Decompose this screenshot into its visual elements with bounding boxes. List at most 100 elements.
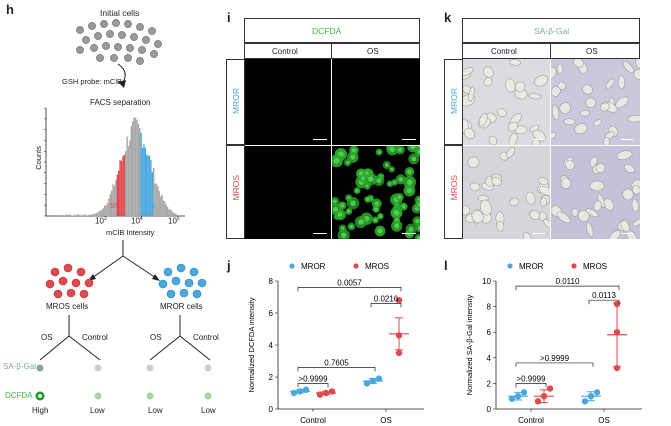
histogram-bar (134, 117, 137, 216)
histogram-bar (78, 215, 81, 216)
brightfield-cell (599, 102, 610, 112)
data-point (363, 380, 371, 387)
data-point (534, 398, 542, 405)
data-point (613, 364, 621, 372)
mros-cell (66, 288, 76, 298)
brightfield-cell (633, 68, 640, 80)
histogram-bar (123, 154, 125, 216)
histogram-bar (139, 128, 141, 216)
sagal-dot (94, 364, 102, 372)
initial-cell (88, 22, 96, 30)
histogram-bar (126, 136, 128, 216)
brightfield-cell (551, 132, 557, 140)
significance-bracket (297, 367, 376, 372)
histogram-bar (106, 202, 109, 216)
data-point (540, 393, 548, 400)
dcfda-col-control: Control (272, 47, 298, 56)
legend-label: MROS (365, 262, 389, 271)
initial-cell (90, 44, 98, 52)
brightfield-cell (463, 67, 474, 77)
mror-cell (166, 289, 176, 299)
histogram-bar (92, 214, 95, 216)
dcfda-mros-control-image (245, 146, 331, 239)
result-dots (35, 364, 212, 401)
data-point (546, 385, 554, 392)
p-value-label: >0.9999 (540, 354, 570, 363)
mros-cells-label: MROS cells (46, 302, 89, 311)
brightfield-cell (508, 132, 518, 145)
data-point (395, 332, 403, 339)
brightfield-cell (538, 186, 550, 196)
brightfield-cell (615, 96, 629, 109)
brightfield-cell (556, 211, 571, 224)
initial-cell (136, 57, 144, 65)
x-tick-label: OS (598, 416, 610, 425)
mror-cells-label: MROR cells (160, 302, 203, 311)
legend-label: MROR (519, 262, 544, 271)
histogram-bar (102, 208, 104, 216)
mror-cell (163, 267, 173, 277)
data-point (395, 297, 403, 304)
brightfield-cell (523, 232, 533, 239)
brightfield-cell (574, 123, 588, 134)
histogram-bar (154, 183, 156, 216)
brightfield-cell (620, 220, 630, 233)
mror-cell (171, 276, 181, 286)
initial-cell (130, 33, 138, 41)
brightfield-cell (468, 86, 475, 102)
histogram-bar (144, 147, 146, 216)
split-arrows (91, 240, 157, 279)
mros-cell (53, 289, 63, 299)
histogram-bar (122, 156, 124, 216)
data-point (369, 377, 377, 385)
initial-cell (154, 40, 162, 48)
data-point (613, 329, 621, 336)
histogram-bar (175, 213, 177, 216)
sagal-mror-os-image (551, 59, 640, 145)
histogram-bar (108, 198, 110, 216)
panel-label-j: j (227, 258, 231, 273)
brightfield-cell (551, 104, 560, 121)
histogram-bar (116, 174, 118, 216)
histogram-x-tick-3: 105 (168, 216, 180, 226)
histogram-bar (115, 180, 117, 216)
panel-label-h: h (6, 2, 14, 17)
histogram-bar (118, 170, 120, 216)
mror-cell (197, 278, 207, 288)
histogram-bar (77, 214, 79, 216)
brightfield-cell (560, 177, 571, 190)
data-point (322, 389, 330, 397)
facs-label: FACS separation (90, 98, 151, 107)
brightfield-cell (463, 127, 476, 140)
brightfield-cell (463, 205, 471, 216)
brightfield-cell (571, 207, 579, 217)
mros-cell (58, 276, 68, 286)
legend-marker (507, 263, 513, 269)
brightfield-cell (632, 218, 640, 227)
initial-cell (138, 46, 146, 54)
histogram-bar (99, 210, 102, 216)
sagal-row-label: SA-β-Gal (3, 362, 37, 371)
dcfda-mror-control-image (245, 59, 331, 145)
brightfield-cell (563, 118, 576, 125)
histogram-bar (171, 210, 173, 216)
brightfield-cell (585, 208, 599, 217)
scale-bar (313, 139, 327, 140)
initial-cell (142, 36, 150, 44)
panel-label-k: k (444, 10, 452, 25)
brightfield-cell (506, 147, 516, 158)
data-point (613, 300, 621, 308)
mror-cell (179, 288, 189, 298)
brightfield-cell (605, 78, 615, 89)
brightfield-cell (528, 93, 542, 100)
brightfield-cell (540, 197, 548, 207)
histogram-bar (83, 215, 85, 216)
brightfield-cell (635, 59, 640, 69)
mros-control-label: Control (82, 333, 108, 342)
p-value-label: 0.0057 (337, 278, 362, 287)
pct-red: 5% (110, 201, 121, 210)
initial-cell (102, 42, 110, 50)
histogram-bar (136, 119, 138, 216)
panel-label-i: i (227, 10, 231, 25)
chart-l: 0 2 4 6 8 10 Normalized SA-β-Gal intensity Cont… (465, 262, 642, 425)
